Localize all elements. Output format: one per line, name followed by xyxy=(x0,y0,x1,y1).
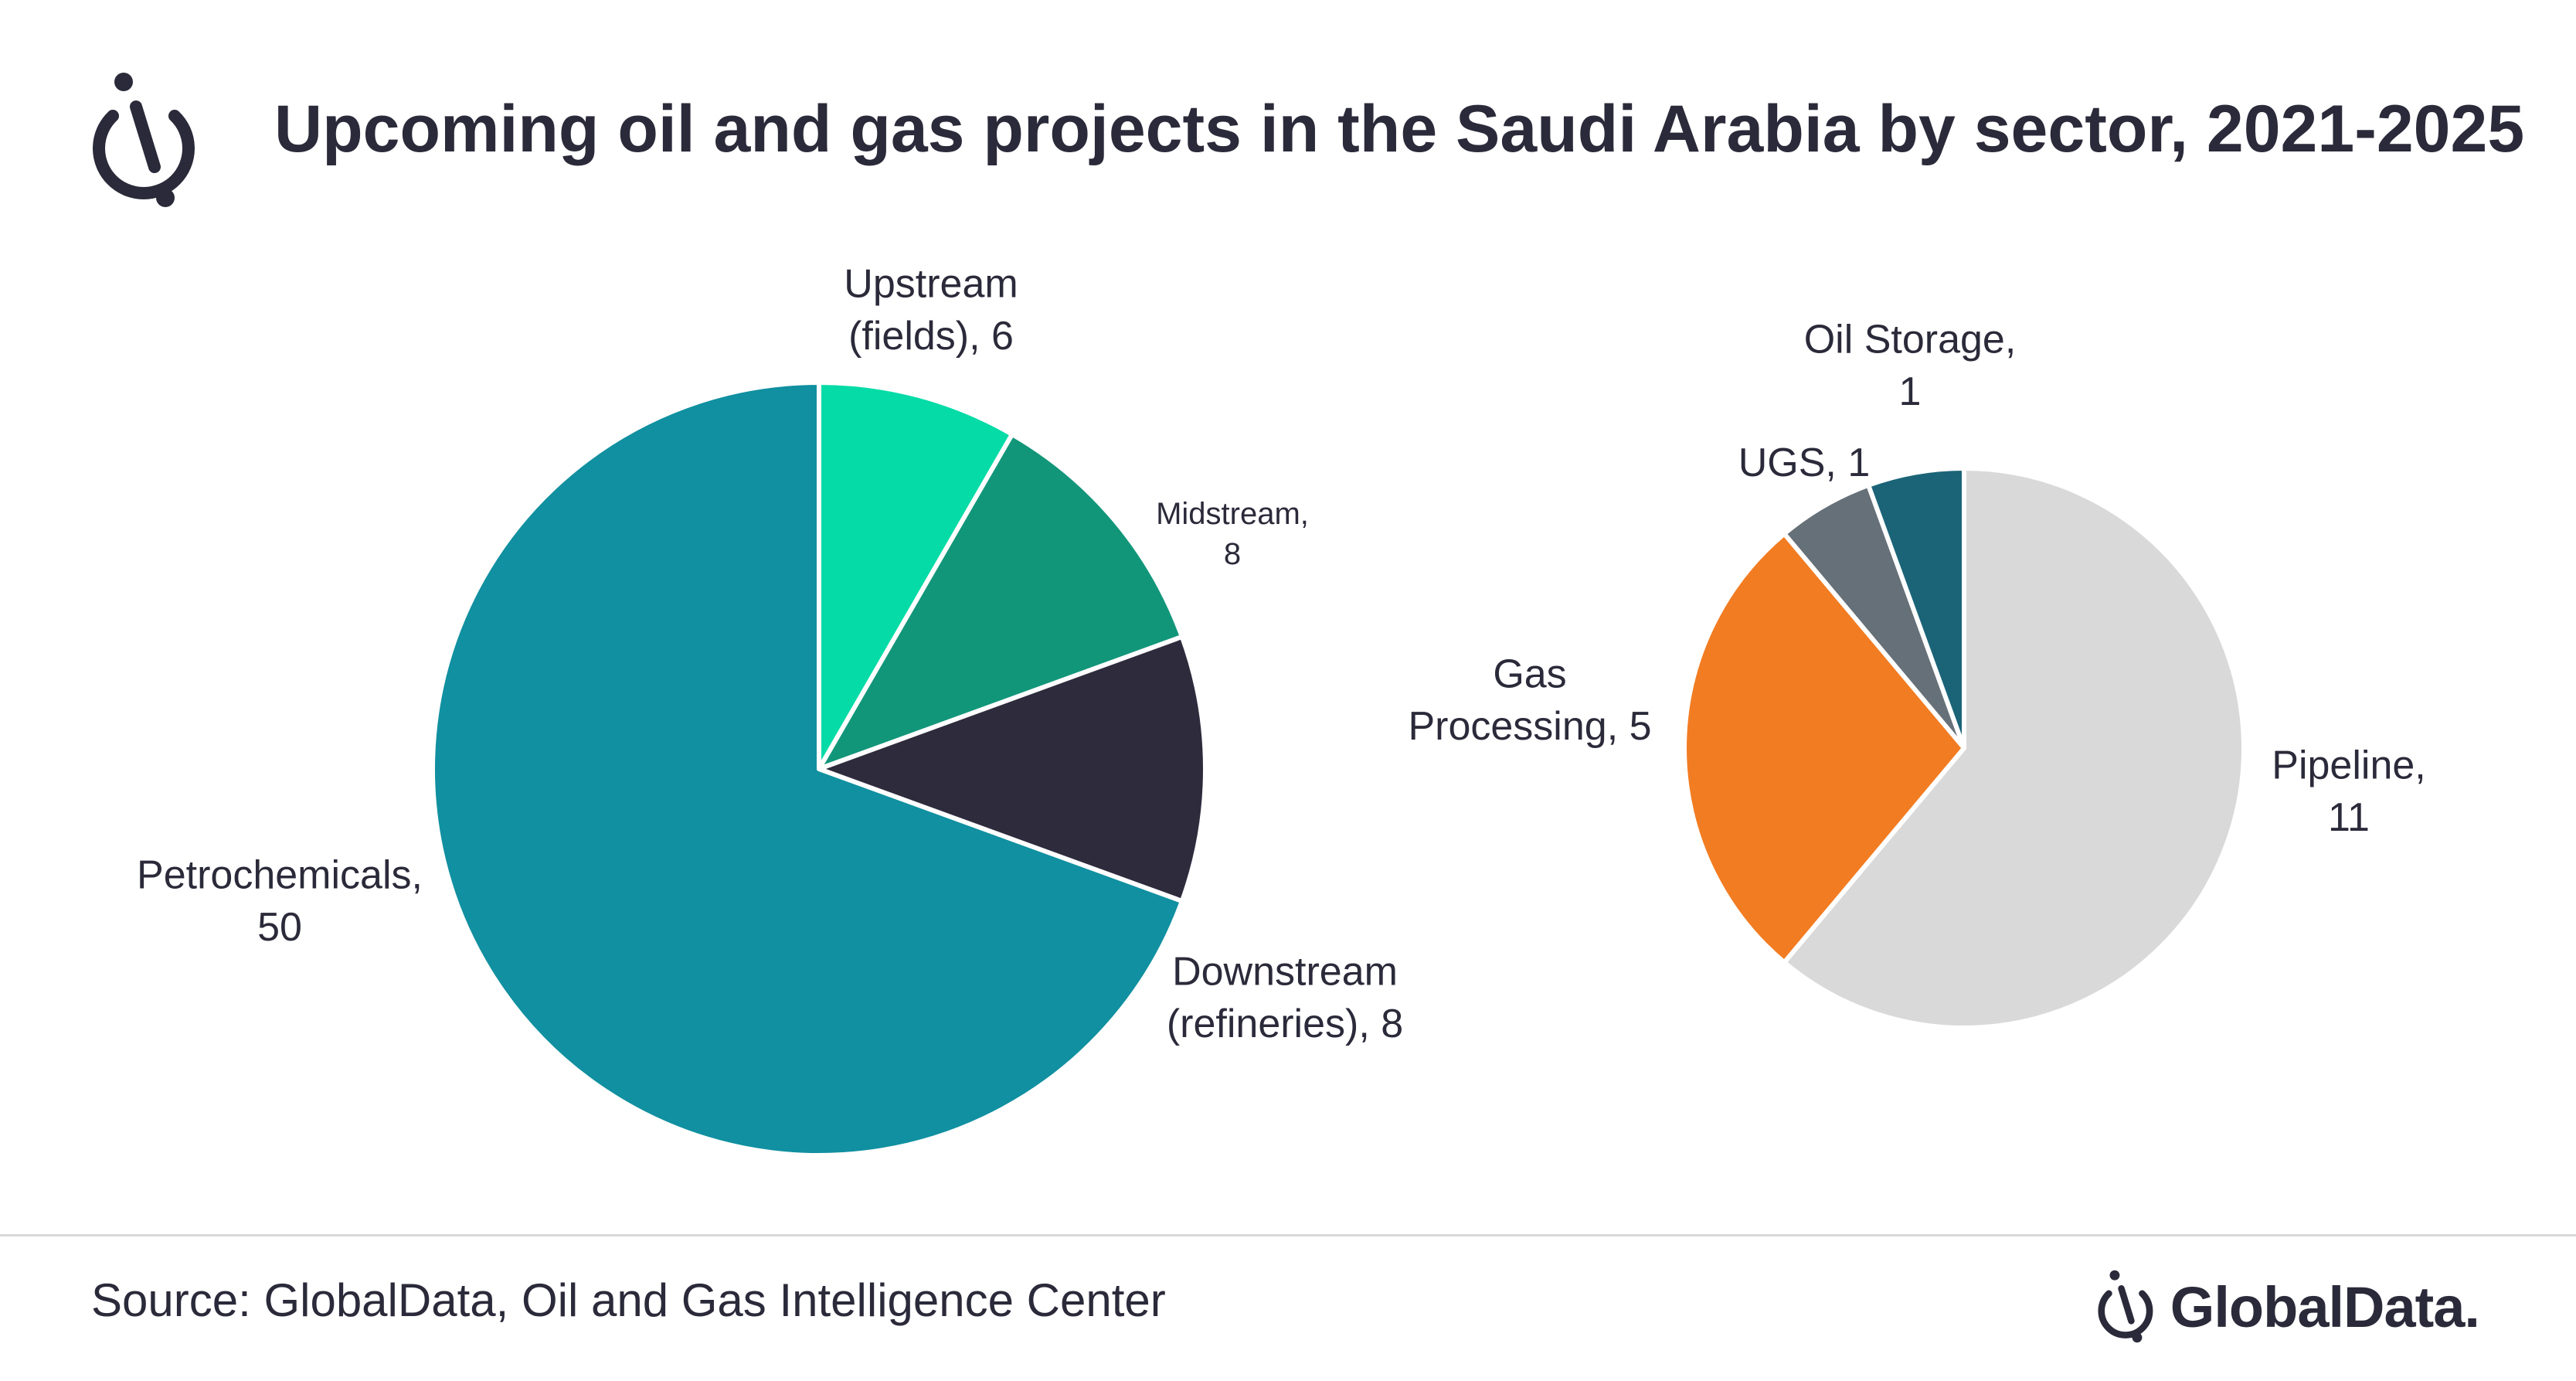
pie-slice-pipeline xyxy=(1782,466,2246,1030)
footer-divider xyxy=(0,1234,2576,1236)
data-label-upstream-fields: Upstream (fields), 6 xyxy=(844,261,1018,359)
pie-chart-sector: Upstream (fields), 6 Midstream, 8 Downstream… xyxy=(137,261,1403,1158)
brand-name: GlobalData. xyxy=(2170,1274,2480,1339)
data-label-petrochemicals: Petrochemicals, 50 xyxy=(137,852,423,950)
pie-slice-petrochemicals xyxy=(430,380,1184,1158)
globaldata-logo-icon xyxy=(2098,1270,2153,1343)
brand-logo: GlobalData. xyxy=(2093,1264,2480,1349)
pie-chart-midstream-breakdown: Pipeline, 11 Gas Processing, 5 UGS, 1 Oil Sto… xyxy=(1408,317,2426,1030)
data-label-midstream: Midstream, 8 xyxy=(1156,497,1309,571)
data-label-pipeline: Pipeline, 11 xyxy=(2272,743,2425,840)
data-label-ugs: UGS, 1 xyxy=(1738,440,1871,485)
data-label-downstream-refineries: Downstream (refineries), 8 xyxy=(1167,949,1403,1046)
data-label-oil-storage: Oil Storage, 1 xyxy=(1804,317,2017,414)
data-label-gas-processing: Gas Processing, 5 xyxy=(1408,651,1651,749)
pie-slice-upstream-fields xyxy=(817,380,1014,771)
pie-slice-oil-storage xyxy=(1866,466,1966,750)
pie-charts: Upstream (fields), 6 Midstream, 8 Downstream… xyxy=(137,261,2426,1158)
globaldata-logo-icon xyxy=(93,73,195,207)
chart-title: Upcoming oil and gas projects in the Sau… xyxy=(274,92,2525,166)
pie-slice-downstream-refineries xyxy=(817,634,1208,904)
source-note: Source: GlobalData, Oil and Gas Intellig… xyxy=(91,1274,1166,1326)
pie-slice-midstream xyxy=(817,431,1184,771)
pie-slice-gas-processing xyxy=(1681,531,1966,965)
